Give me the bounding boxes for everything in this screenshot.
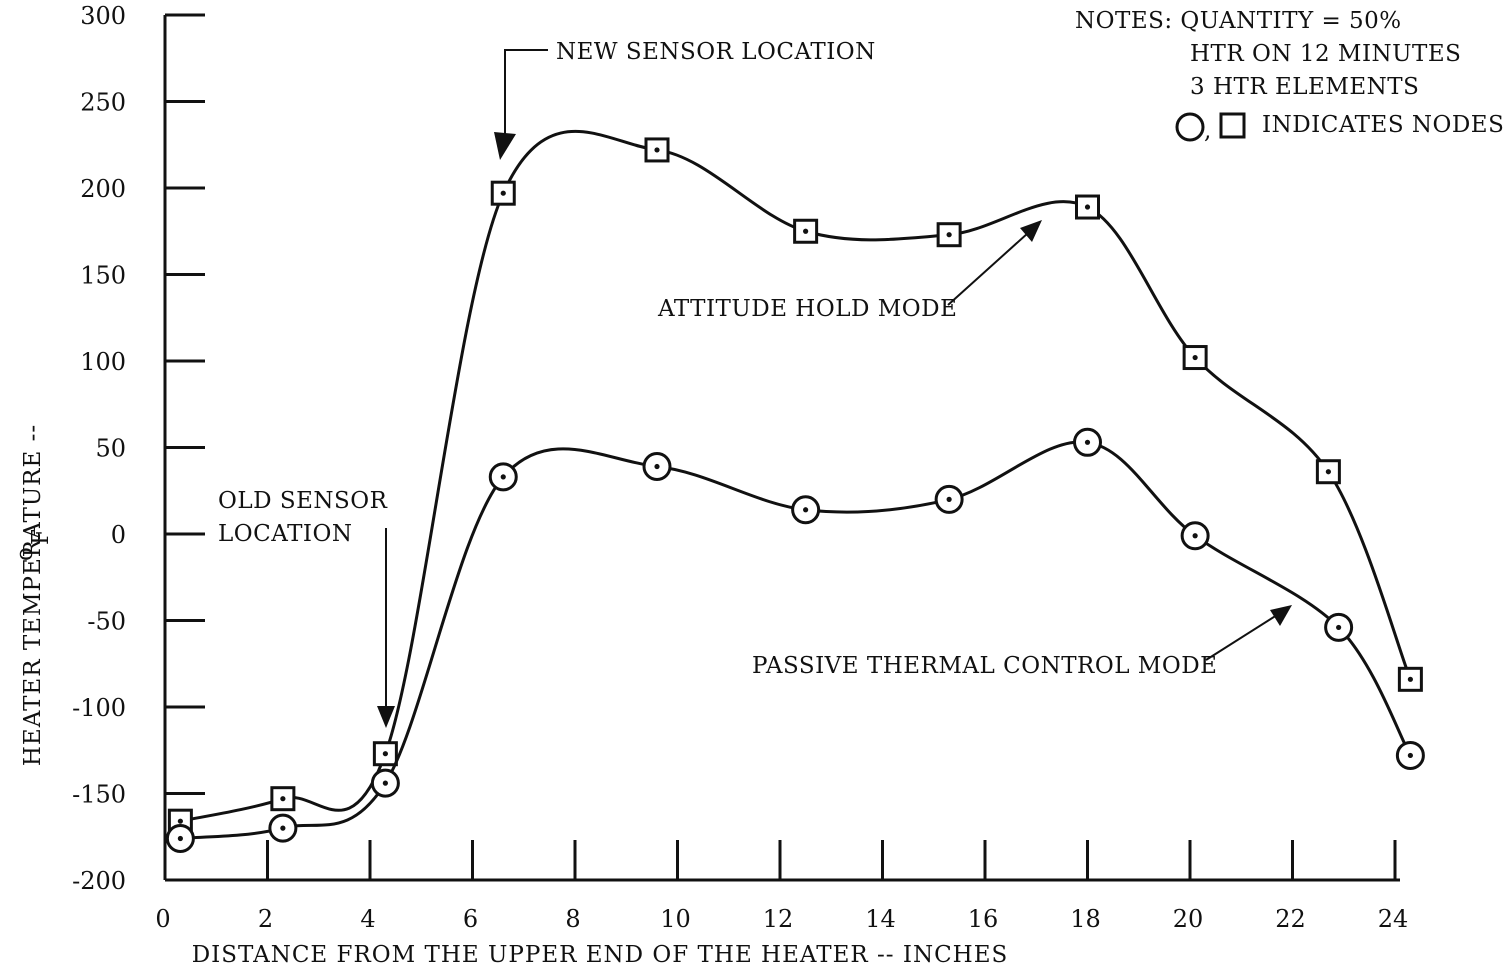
- note-line-1: NOTES: QUANTITY = 50%: [1075, 8, 1402, 34]
- arrow-new-sensor: [504, 49, 548, 148]
- arrow-attitude-hold: [947, 223, 1039, 306]
- series-layer: [165, 129, 1425, 853]
- y-tick-label-50: 50: [95, 435, 126, 463]
- y-tick-label-300: 300: [80, 2, 126, 30]
- data-point-0-9: [1315, 459, 1341, 485]
- y-axis-unit-degree: o: [12, 546, 38, 561]
- legend-comma: ,: [1204, 118, 1212, 144]
- data-point-1-3: [488, 462, 518, 492]
- x-tick-label-6: 6: [463, 905, 478, 933]
- x-tick-label-2: 2: [258, 905, 273, 933]
- x-tick-label-10: 10: [660, 905, 691, 933]
- x-tick-label-4: 4: [360, 905, 375, 933]
- data-point-1-6: [934, 484, 964, 514]
- axes: [163, 15, 1400, 882]
- y-tick-label-250: 250: [80, 89, 126, 117]
- y-tick-label--50: -50: [87, 608, 126, 636]
- data-point-1-10: [1395, 740, 1425, 770]
- x-tick-label-20: 20: [1173, 905, 1204, 933]
- data-point-0-2: [372, 741, 398, 767]
- data-point-1-4: [642, 452, 672, 482]
- arrowhead-attitude-hold: [1020, 220, 1042, 242]
- data-point-1-1: [268, 813, 298, 843]
- x-tick-label-14: 14: [865, 905, 896, 933]
- arrowhead-passive-thermal: [1270, 605, 1292, 626]
- data-point-0-1: [270, 786, 296, 812]
- note-line-4: INDICATES NODES: [1262, 112, 1504, 138]
- y-tick-label-0: 0: [111, 521, 126, 549]
- x-tick-label-0: 0: [155, 905, 170, 933]
- x-ticks: 0 2 4 6 8 10 12 14 16 18 20 22 24: [155, 840, 1408, 933]
- annotation-passive-thermal: PASSIVE THERMAL CONTROL MODE: [752, 653, 1217, 679]
- note-line-2: HTR ON 12 MINUTES: [1190, 41, 1461, 67]
- data-point-0-3: [490, 180, 516, 206]
- x-tick-label-12: 12: [763, 905, 794, 933]
- y-tick-label-150: 150: [80, 262, 126, 290]
- data-point-1-8: [1180, 521, 1210, 551]
- data-point-1-0: [165, 823, 195, 853]
- y-axis-title: HEATER TEMPERATURE --: [20, 424, 46, 766]
- y-tick-label-100: 100: [80, 348, 126, 376]
- data-point-1-2: [370, 768, 400, 798]
- y-tick-label--100: -100: [72, 694, 126, 722]
- data-point-0-4: [644, 137, 670, 163]
- x-tick-label-8: 8: [565, 905, 580, 933]
- data-point-0-5: [793, 218, 819, 244]
- y-axis-unit-letter: F: [28, 528, 54, 545]
- x-tick-label-18: 18: [1070, 905, 1101, 933]
- data-point-1-9: [1324, 612, 1354, 642]
- annotation-attitude-hold: ATTITUDE HOLD MODE: [657, 296, 957, 322]
- x-axis-title: DISTANCE FROM THE UPPER END OF THE HEATE…: [192, 942, 1009, 968]
- data-point-1-5: [791, 495, 821, 525]
- x-tick-label-22: 22: [1275, 905, 1306, 933]
- legend-circle-icon: [1175, 112, 1205, 142]
- y-ticks: 300 250 200 150 100 50 0 -50 -100 -150 -200: [72, 2, 205, 895]
- x-tick-label-16: 16: [968, 905, 999, 933]
- notes-block: NOTES: QUANTITY = 50% HTR ON 12 MINUTES …: [1075, 8, 1504, 144]
- data-point-0-7: [1075, 194, 1100, 220]
- note-line-3: 3 HTR ELEMENTS: [1190, 74, 1419, 100]
- annotation-old-sensor-1: OLD SENSOR: [218, 488, 388, 514]
- legend-square-icon: [1219, 112, 1246, 139]
- y-tick-label--200: -200: [72, 867, 126, 895]
- arrowhead-old-sensor: [377, 706, 395, 728]
- y-tick-label--150: -150: [72, 781, 126, 809]
- x-tick-label-24: 24: [1378, 905, 1409, 933]
- data-point-0-10: [1397, 666, 1423, 692]
- arrowhead-new-sensor: [494, 132, 516, 160]
- annotation-old-sensor-2: LOCATION: [218, 521, 353, 547]
- y-axis-title-group: HEATER TEMPERATURE -- o F: [12, 424, 54, 766]
- data-point-1-7: [1073, 427, 1102, 457]
- data-point-0-8: [1182, 345, 1208, 371]
- data-point-0-6: [936, 222, 962, 248]
- y-tick-label-200: 200: [80, 175, 126, 203]
- annotation-new-sensor: NEW SENSOR LOCATION: [556, 39, 876, 65]
- annotations: NEW SENSOR LOCATION OLD SENSOR LOCATION …: [218, 39, 1292, 728]
